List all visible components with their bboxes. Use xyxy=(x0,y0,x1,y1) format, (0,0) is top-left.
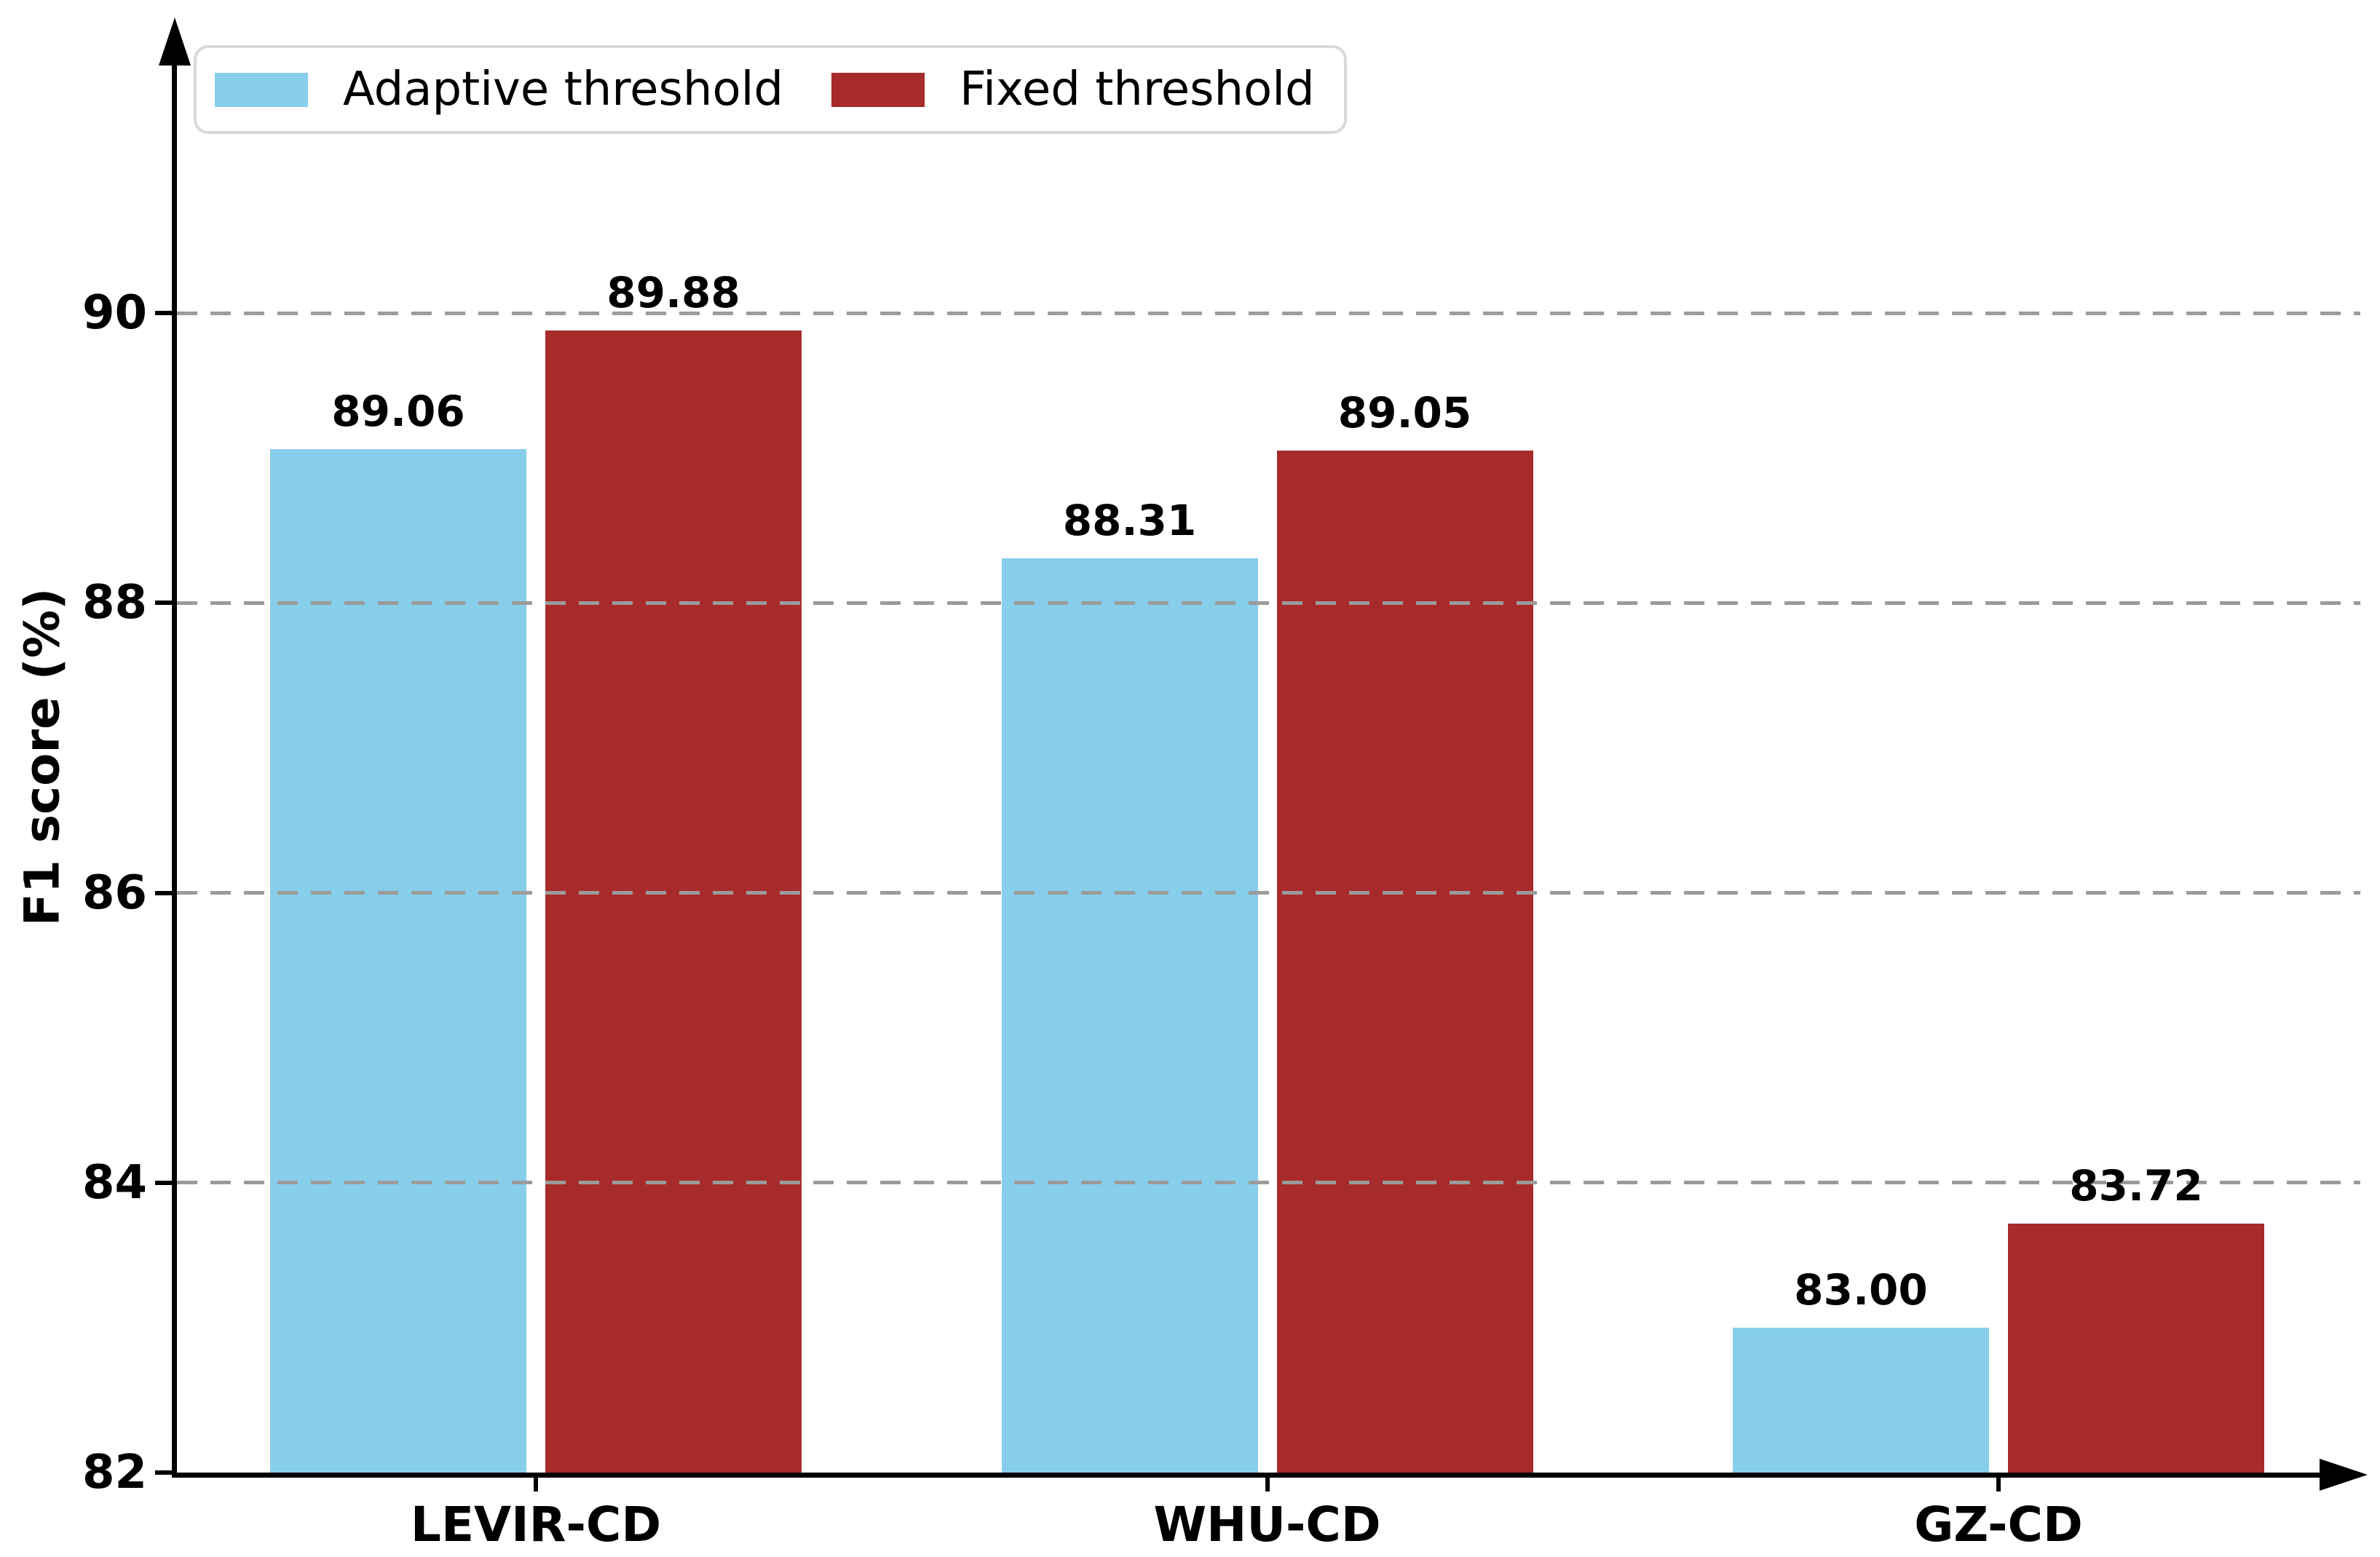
gridline-84 xyxy=(177,1181,2360,1185)
gridline-86 xyxy=(177,891,2360,895)
x-tick-label-whu-cd: WHU-CD xyxy=(1153,1497,1381,1553)
y-tick-86 xyxy=(155,890,172,895)
bar-value-label-whu-cd-fixed-threshold: 89.05 xyxy=(1337,388,1472,438)
bar-whu-cd-adaptive-threshold xyxy=(1001,558,1258,1473)
y-axis xyxy=(172,58,177,1478)
y-tick-90 xyxy=(155,311,172,316)
x-axis-arrow-icon xyxy=(2320,1459,2368,1491)
y-tick-label-82: 82 xyxy=(82,1446,147,1499)
x-tick-gz-cd xyxy=(1996,1478,2001,1491)
bar-value-label-levir-cd-adaptive-threshold: 89.06 xyxy=(331,387,465,437)
legend: Adaptive threshold Fixed threshold xyxy=(194,45,1347,134)
x-tick-label-gz-cd: GZ-CD xyxy=(1914,1497,2083,1553)
legend-swatch-adaptive-threshold-icon xyxy=(215,72,308,107)
legend-label-adaptive-threshold: Adaptive threshold xyxy=(343,63,783,116)
bar-value-label-gz-cd-fixed-threshold: 83.72 xyxy=(2069,1160,2203,1211)
y-tick-label-88: 88 xyxy=(82,576,147,630)
y-tick-84 xyxy=(155,1180,172,1185)
x-tick-levir-cd xyxy=(534,1478,538,1491)
x-tick-label-levir-cd: LEVIR-CD xyxy=(410,1497,662,1553)
y-tick-label-86: 86 xyxy=(82,865,147,920)
bar-value-label-whu-cd-adaptive-threshold: 88.31 xyxy=(1062,495,1197,545)
y-tick-88 xyxy=(155,601,172,606)
legend-item-fixed-threshold: Fixed threshold xyxy=(831,63,1315,116)
bar-gz-cd-fixed-threshold xyxy=(2008,1223,2264,1473)
bar-value-label-levir-cd-fixed-threshold: 89.88 xyxy=(606,268,740,318)
bar-value-label-gz-cd-adaptive-threshold: 83.00 xyxy=(1794,1264,1928,1315)
legend-label-fixed-threshold: Fixed threshold xyxy=(960,63,1315,116)
y-tick-label-84: 84 xyxy=(82,1155,147,1210)
bar-whu-cd-fixed-threshold xyxy=(1276,451,1533,1473)
bar-gz-cd-adaptive-threshold xyxy=(1733,1327,1989,1473)
bar-levir-cd-fixed-threshold xyxy=(545,330,802,1473)
bar-levir-cd-adaptive-threshold xyxy=(270,449,526,1473)
legend-swatch-fixed-threshold-icon xyxy=(831,72,925,107)
gridline-88 xyxy=(177,601,2360,605)
y-tick-82 xyxy=(155,1470,172,1475)
x-axis xyxy=(172,1473,2327,1478)
gridline-90 xyxy=(177,311,2360,315)
legend-item-adaptive-threshold: Adaptive threshold xyxy=(215,63,783,116)
x-tick-whu-cd xyxy=(1265,1478,1270,1491)
y-axis-arrow-icon xyxy=(159,17,191,66)
y-tick-label-90: 90 xyxy=(82,286,147,341)
